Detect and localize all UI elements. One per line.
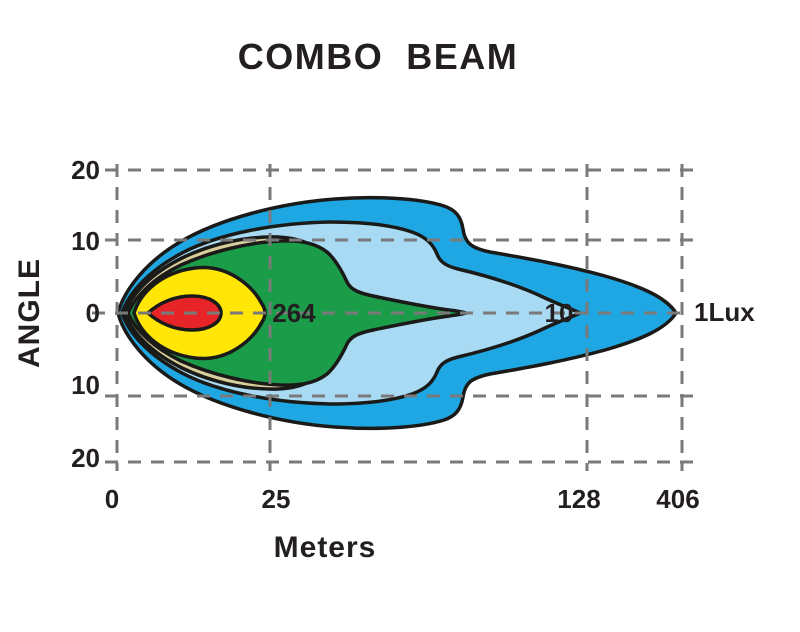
chart-title: COMBO BEAM [237,36,519,77]
x-tick-406: 406 [656,484,700,514]
x-axis-label: Meters [273,531,377,564]
y-tick-20-top: 20 [71,155,100,185]
x-tick-0: 0 [104,484,120,514]
x-tick-25: 25 [261,484,291,514]
y-tick-0: 0 [85,298,100,328]
y-tick-10-bottom: 10 [71,370,100,400]
annotation-1-lux: 1Lux [694,297,755,327]
y-tick-10-top: 10 [71,226,100,256]
annotation-264-lux: 264 [272,298,316,328]
annotation-10-lux: 10 [544,298,574,328]
y-tick-20-bottom: 20 [71,443,100,473]
grid [92,164,700,471]
x-tick-128: 128 [557,484,601,514]
